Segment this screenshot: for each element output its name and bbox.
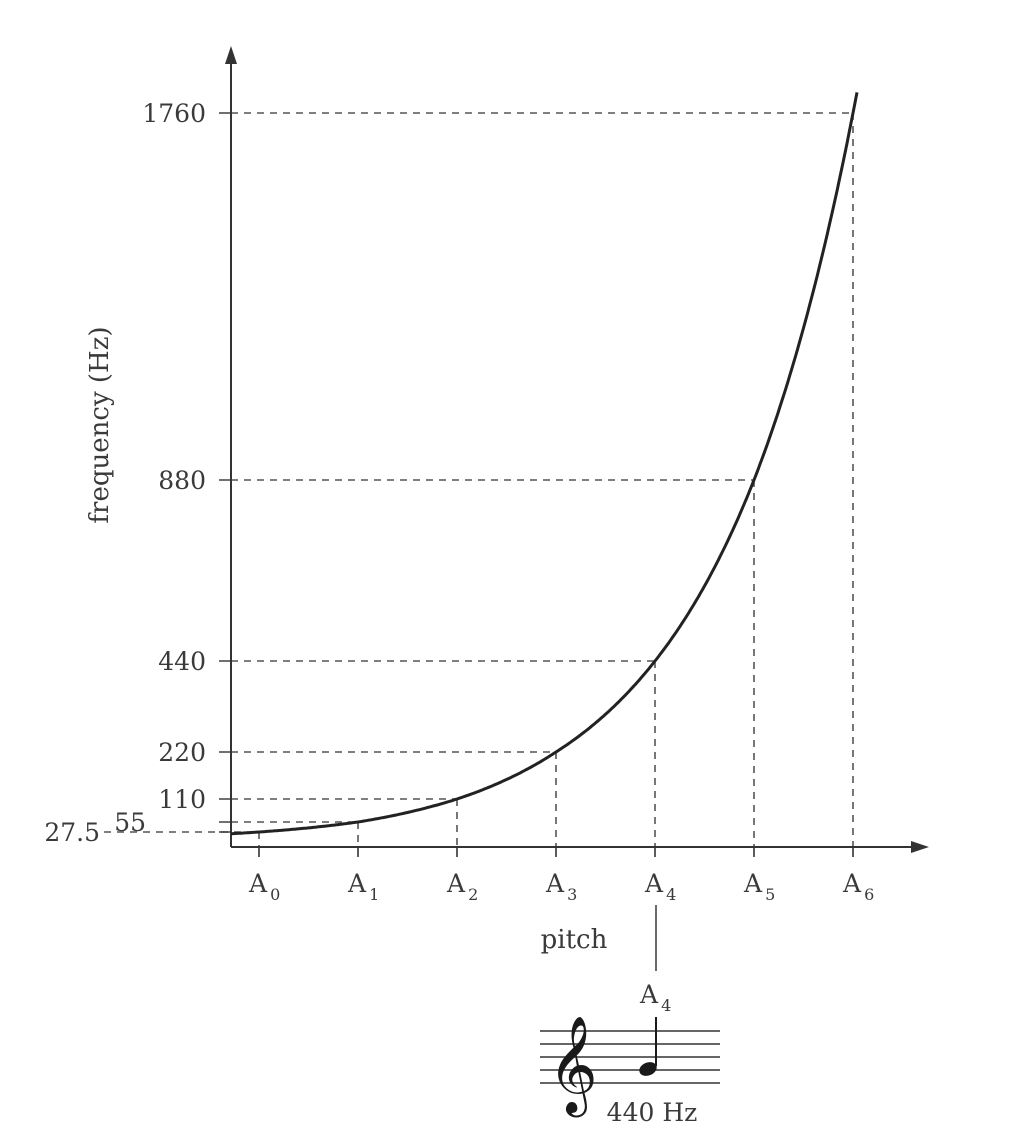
note-frequency-label: 440 Hz [607, 1098, 698, 1127]
y-tick-label-220: 220 [158, 738, 206, 767]
y-axis-arrow [225, 46, 237, 64]
x-axis-arrow [911, 841, 929, 853]
y-axis-label: frequency (Hz) [85, 326, 115, 523]
guide-lines [104, 112, 854, 847]
y-tick-label-440: 440 [158, 647, 206, 676]
note-label-letter: A [639, 980, 659, 1009]
x-axis-label: pitch [541, 925, 608, 955]
y-tick-label-1760: 1760 [142, 99, 206, 128]
y-tick-label-27.5: 27.5 [44, 818, 100, 847]
note-label-subscript: 4 [661, 996, 671, 1015]
treble-clef-icon: 𝄞 [548, 1015, 598, 1117]
music-staff [540, 1030, 720, 1084]
y-tick-label-55: 55 [114, 808, 146, 837]
y-tick-label-110: 110 [158, 785, 206, 814]
y-tick-label-880: 880 [158, 466, 206, 495]
frequency-curve [230, 92, 859, 836]
axes [225, 46, 929, 853]
quarter-note-head-icon [639, 1062, 657, 1076]
y-ticks: 27.5 55 110 220 440 880 1760 [44, 99, 231, 847]
